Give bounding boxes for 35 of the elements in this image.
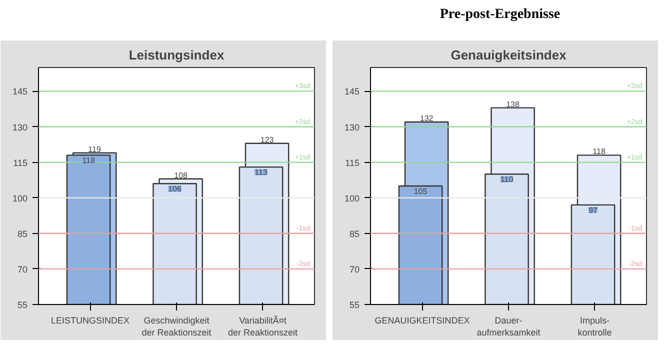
chart-title: Genauigkeitsindex: [450, 48, 568, 62]
y-tick-label: 145: [344, 86, 360, 97]
data-label: 108: [174, 170, 188, 180]
data-label: 110: [500, 175, 514, 184]
y-tick-label: 55: [349, 300, 360, 310]
x-tick-label: Dauer- aufmerksamkeit: [476, 316, 541, 338]
data-label: 123: [260, 135, 274, 144]
data-label: 97: [588, 206, 598, 215]
data-label: 138: [506, 100, 520, 109]
y-tick-label: 115: [345, 158, 360, 168]
y-tick-label: 100: [12, 193, 28, 204]
y-tick-label: 85: [349, 228, 360, 239]
y-tick-label: 100: [344, 193, 360, 204]
y-tick-label: 145: [12, 86, 28, 97]
y-tick-label: 115: [13, 158, 28, 168]
data-label: 113: [254, 168, 268, 178]
data-label: 118: [82, 156, 96, 166]
x-tick-label: Geschwindigkeit der Reaktionszeit: [142, 316, 212, 338]
x-tick-label: LEISTUNGSINDEX: [50, 316, 130, 326]
data-label: 132: [420, 114, 434, 124]
x-tick-label: Impuls- kontrolle: [578, 316, 612, 338]
text: Pre-post-Ergebnisse: [438, 6, 562, 24]
data-label: 106: [168, 184, 182, 194]
y-tick-label: 55: [17, 300, 28, 310]
y-tick-label: 130: [344, 122, 360, 132]
y-tick-label: 70: [349, 264, 360, 274]
x-tick-label: GENAUIGKEITSINDEX: [374, 316, 470, 326]
data-label: 118: [592, 147, 606, 156]
x-tick-label: VariabilitÃ¤t der Reaktionszeit: [228, 316, 298, 338]
y-tick-label: 85: [17, 228, 28, 239]
y-tick-label: 130: [12, 122, 28, 132]
data-label: 105: [414, 187, 428, 196]
chart-title: Leistungsindex: [128, 48, 225, 62]
y-tick-label: 70: [17, 264, 28, 274]
data-label: 119: [88, 144, 102, 154]
